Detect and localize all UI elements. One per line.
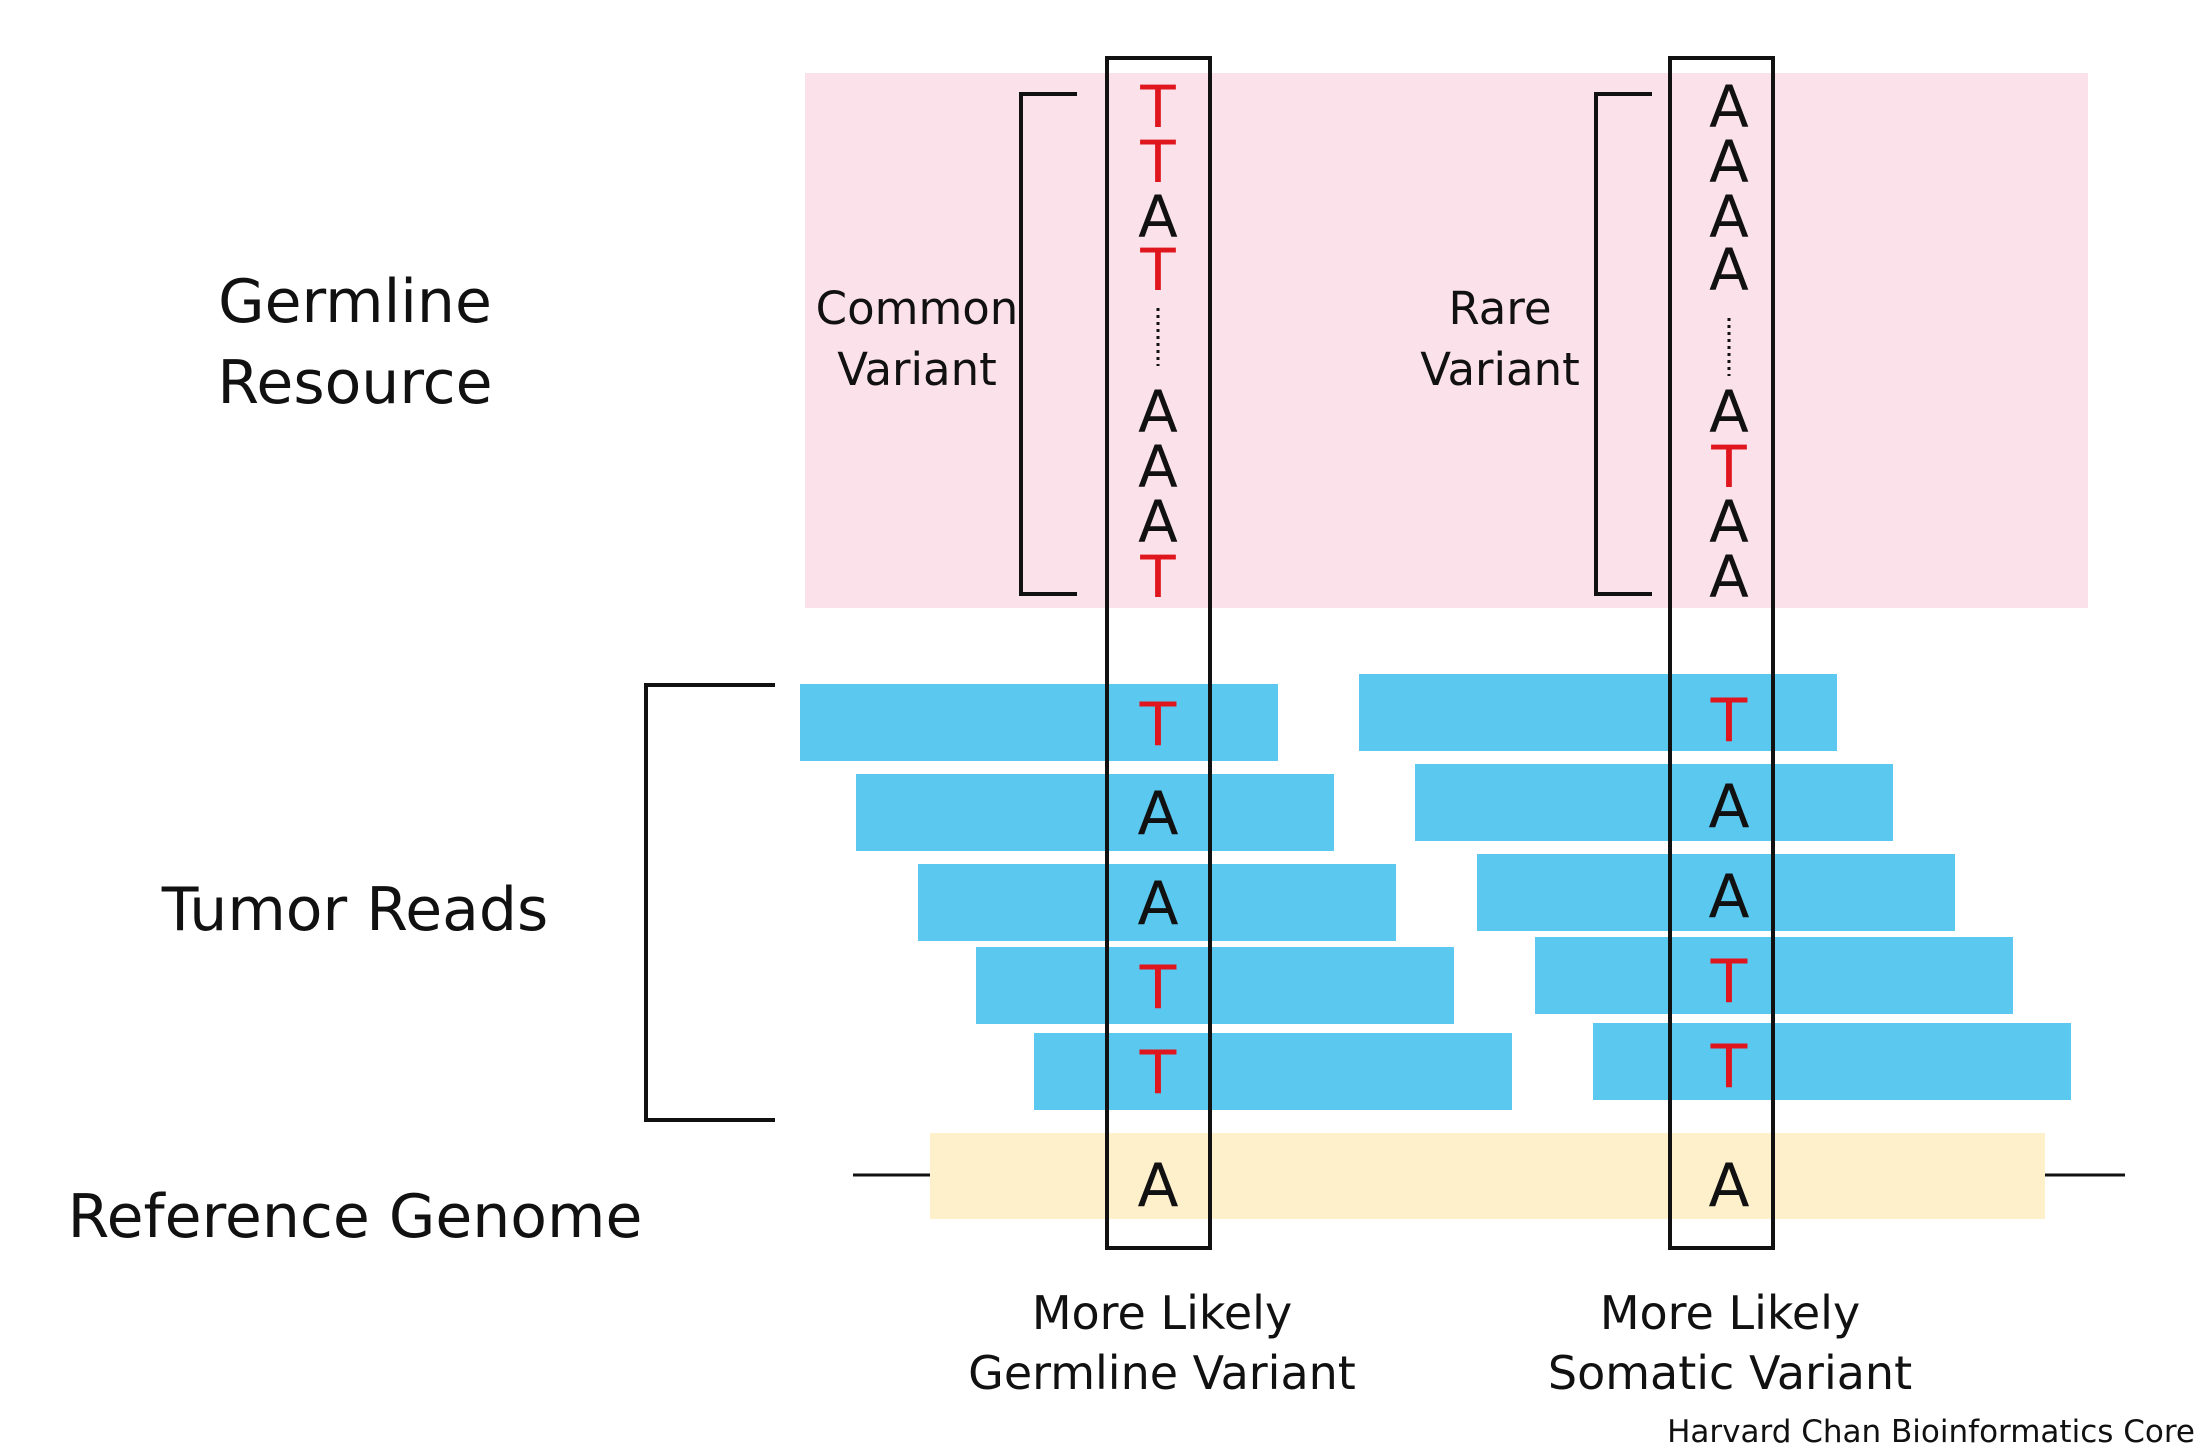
read-bar-left-3 xyxy=(918,864,1396,941)
right-read-base-5: T xyxy=(1710,1032,1748,1102)
right-read-base-2: A xyxy=(1708,772,1749,842)
left-caption-line2: Germline Variant xyxy=(968,1346,1356,1400)
read-bar-left-5 xyxy=(1034,1033,1512,1110)
germline-resource-label-line2: Resource xyxy=(217,348,492,418)
right-read-base-3: A xyxy=(1708,862,1749,932)
right-resource-bottom-base-2: T xyxy=(1710,433,1747,501)
left-read-base-5: T xyxy=(1139,1038,1177,1108)
right-column-highlight-box xyxy=(1668,56,1775,1250)
germline-resource-label-line1: Germline xyxy=(218,267,492,337)
bracket-tumor-reads xyxy=(644,683,775,1122)
right-resource-top-base-4: A xyxy=(1709,236,1749,304)
right-caption-line1: More Likely xyxy=(1600,1286,1860,1340)
credit-text: Harvard Chan Bioinformatics Core xyxy=(1667,1414,2195,1450)
right-read-base-4: T xyxy=(1710,947,1748,1017)
rare-variant-label-line1: Rare xyxy=(1448,282,1551,335)
read-bar-right-1 xyxy=(1359,674,1837,751)
rare-variant-label-line2: Variant xyxy=(1420,343,1580,396)
read-bar-right-3 xyxy=(1477,854,1955,931)
tumor-reads-label: Tumor Reads xyxy=(161,875,548,945)
bracket-common-variant xyxy=(1019,92,1077,596)
bracket-rare-variant xyxy=(1594,92,1652,596)
right-read-base-1: T xyxy=(1710,686,1748,756)
left-caption-line1: More Likely xyxy=(1032,1286,1292,1340)
left-resource-bottom-base-1: A xyxy=(1138,378,1178,446)
left-resource-top-base-4: T xyxy=(1139,236,1176,304)
right-resource-bottom-base-1: A xyxy=(1709,378,1749,446)
left-resource-top-base-2: T xyxy=(1139,128,1176,196)
right-resource-bottom-base-4: A xyxy=(1709,543,1749,611)
left-reference-base: A xyxy=(1137,1151,1178,1221)
right-resource-top-base-3: A xyxy=(1709,183,1749,251)
left-read-base-3: A xyxy=(1137,869,1178,939)
common-variant-label-line1: Common xyxy=(816,282,1019,335)
left-column-highlight-box xyxy=(1105,56,1212,1250)
left-read-base-2: A xyxy=(1137,779,1178,849)
left-resource-top-base-1: T xyxy=(1139,73,1176,141)
common-variant-label-line2: Variant xyxy=(837,343,997,396)
left-resource-bottom-base-4: T xyxy=(1139,543,1176,611)
left-resource-top-base-3: A xyxy=(1138,183,1178,251)
left-read-base-1: T xyxy=(1139,690,1177,760)
right-resource-top-base-2: A xyxy=(1709,128,1749,196)
left-resource-bottom-base-3: A xyxy=(1138,488,1178,556)
read-bar-left-4 xyxy=(976,947,1454,1024)
right-resource-bottom-base-3: A xyxy=(1709,488,1749,556)
read-bar-left-2 xyxy=(856,774,1334,851)
left-resource-bottom-base-2: A xyxy=(1138,433,1178,501)
read-bar-right-2 xyxy=(1415,764,1893,841)
left-read-base-4: T xyxy=(1139,953,1177,1023)
right-resource-top-base-1: A xyxy=(1709,73,1749,141)
read-bar-left-1 xyxy=(800,684,1278,761)
reference-genome-label: Reference Genome xyxy=(68,1182,643,1252)
right-caption-line2: Somatic Variant xyxy=(1548,1346,1912,1400)
reference-genome-bar xyxy=(930,1133,2045,1219)
germline-resource-panel xyxy=(805,73,2088,608)
right-reference-base: A xyxy=(1708,1151,1749,1221)
read-bar-right-5 xyxy=(1593,1023,2071,1100)
